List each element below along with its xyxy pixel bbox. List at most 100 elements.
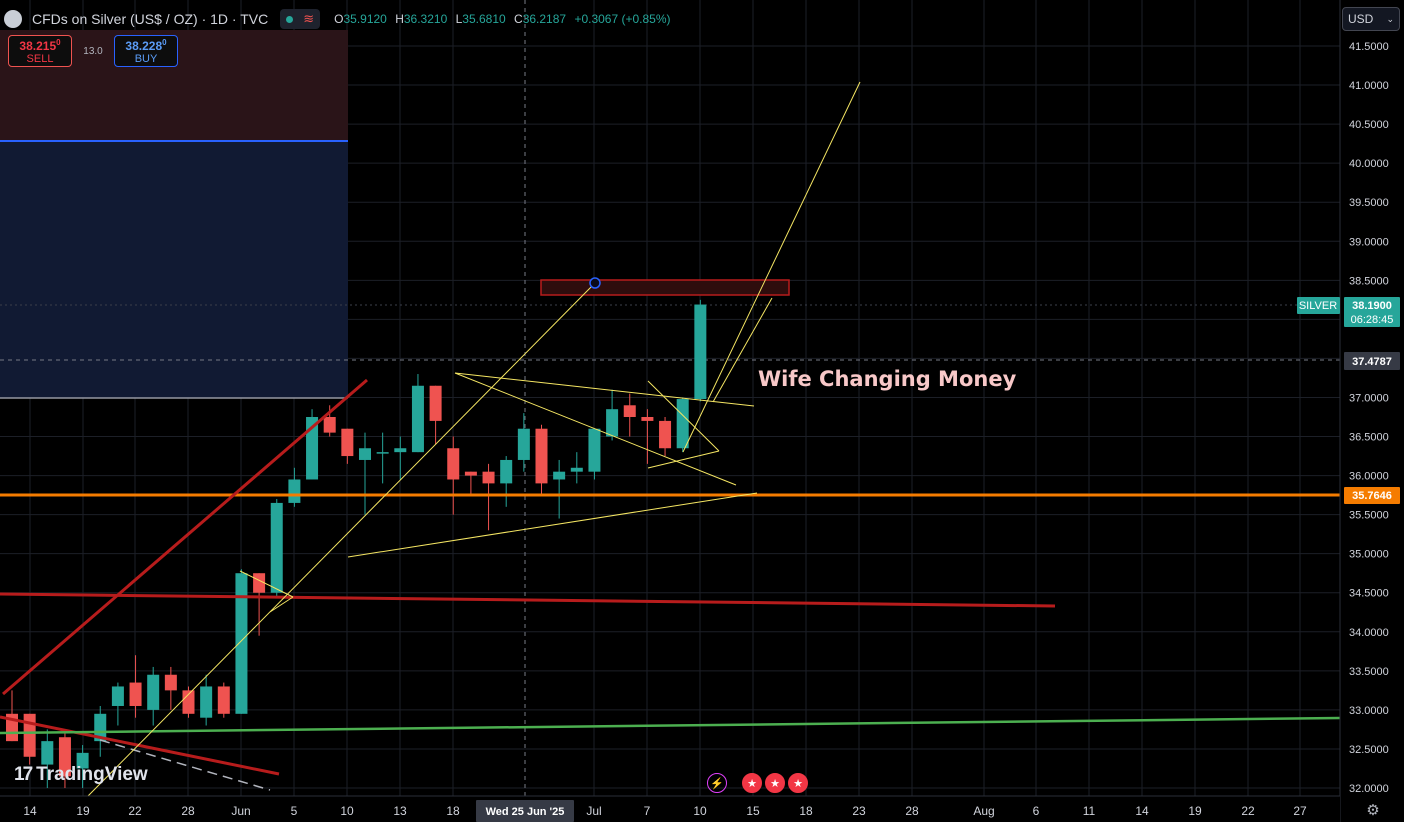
time-tick-label: 28 <box>905 804 919 818</box>
symbol-title[interactable]: CFDs on Silver (US$ / OZ) · 1D · TVC <box>32 11 269 27</box>
position-zones <box>0 30 790 399</box>
price-tick-label: 39.0000 <box>1349 236 1389 248</box>
change-value: +0.3067 (+0.85%) <box>574 12 671 26</box>
open-key: O <box>334 12 344 26</box>
price-tick-label: 35.0000 <box>1349 549 1389 561</box>
pennant-upper-line <box>647 380 720 452</box>
symbol-tag-bg <box>1297 297 1340 314</box>
time-tick-label: Jul <box>586 804 601 818</box>
crosshair-price-bg <box>1344 352 1400 370</box>
high-key: H <box>395 12 404 26</box>
time-tick-label: 10 <box>340 804 354 818</box>
us-flag-icon[interactable]: ★ <box>742 773 762 793</box>
price-tick-label: 33.5000 <box>1349 666 1389 678</box>
candle-body <box>606 409 619 437</box>
low-value: 35.6810 <box>462 12 506 26</box>
time-tick-label: 15 <box>746 804 760 818</box>
market-open-dot-icon <box>286 15 294 23</box>
time-tick-label: 6 <box>1033 804 1040 818</box>
settings-gear-icon[interactable]: ⚙ <box>1366 802 1380 819</box>
time-axis: 14 19 22 28 Jun 5 10 13 18 Jul 7 10 15 18 23 28 Aug 6 11 14… <box>0 795 1340 822</box>
take-profit-zone <box>0 141 348 398</box>
time-tick-label: 18 <box>799 804 813 818</box>
price-tick-label: 41.0000 <box>1349 80 1389 92</box>
time-tick-label: 23 <box>852 804 866 818</box>
price-tick-label: 41.5000 <box>1349 41 1389 53</box>
channel-lower-line <box>0 715 280 776</box>
support-price-bg <box>1344 487 1400 504</box>
candle-body <box>58 737 71 777</box>
mini-flag-upper <box>239 570 294 598</box>
buy-button[interactable]: 38.2280 BUY <box>114 35 178 67</box>
candle-body <box>182 690 195 714</box>
drawing-anchor-handle[interactable] <box>589 277 601 289</box>
candle-body <box>94 713 107 742</box>
candle-body <box>588 428 601 472</box>
price-tick-label: 32.5000 <box>1349 744 1389 756</box>
candle-body <box>200 686 213 718</box>
time-tick-label: Jun <box>231 804 250 818</box>
candle-body <box>447 448 460 480</box>
crosshair <box>0 0 1340 796</box>
time-tick-label: 14 <box>1135 804 1149 818</box>
silver-symbol-icon <box>4 10 22 28</box>
market-status[interactable]: ≋ <box>280 9 321 29</box>
candle-body <box>623 405 636 417</box>
lightning-icon[interactable]: ⚡ <box>707 773 727 793</box>
channel-upper-line <box>2 378 368 696</box>
candle-body <box>676 399 689 449</box>
annotation-text: Wife Changing Money <box>758 367 1017 391</box>
horizontal-resistance-line <box>0 592 1056 608</box>
sell-button[interactable]: 38.2150 SELL <box>8 35 72 67</box>
price-tick-label: 37.0000 <box>1349 392 1389 404</box>
candle-body <box>394 448 407 453</box>
candle-body <box>359 448 371 460</box>
low-key: L <box>455 12 463 26</box>
candle-body <box>217 686 230 714</box>
buy-price: 38.228 <box>125 39 163 53</box>
symbol-tag: SILVER <box>1299 300 1337 312</box>
buy-label: BUY <box>134 53 158 65</box>
price-tick-label: 35.5000 <box>1349 510 1389 522</box>
time-tick-label: 10 <box>693 804 707 818</box>
candle-body <box>376 452 389 454</box>
candle-body <box>111 686 124 706</box>
axis-labels: SILVER 38.1900 06:28:45 37.4787 35.7646 … <box>476 297 1400 822</box>
green-trend-line <box>0 716 1341 735</box>
breakout-channel-upper <box>682 81 861 453</box>
us-flag-icon[interactable]: ★ <box>765 773 785 793</box>
chart-legend: CFDs on Silver (US$ / OZ) · 1D · TVC ≋ O… <box>4 6 676 32</box>
time-tick-label: 13 <box>393 804 407 818</box>
drawing-tools <box>0 81 1341 797</box>
candle-body <box>500 459 513 484</box>
buy-price-sup: 0 <box>162 38 167 47</box>
close-value: 36.2187 <box>522 12 567 26</box>
triangle-upper-line <box>454 372 737 486</box>
currency-select[interactable]: USD ⌄ <box>1342 7 1400 31</box>
triangle-lower-line <box>347 492 758 558</box>
candle-body <box>76 752 89 769</box>
candle-body <box>553 471 566 480</box>
resistance-box <box>540 279 790 296</box>
price-tick-label: 33.0000 <box>1349 705 1389 717</box>
price-tick-label: 39.5000 <box>1349 197 1389 209</box>
candle-body <box>129 682 142 706</box>
candlestick-series <box>6 299 707 788</box>
spread-value: 13.0 <box>83 45 103 57</box>
crosshair-date-label: Wed 25 Jun '25 <box>486 806 565 818</box>
candle-body <box>464 471 477 476</box>
candle-body <box>641 417 654 421</box>
economic-events: ⚡ ★ ★ ★ <box>707 773 808 793</box>
time-tick-label: 19 <box>1188 804 1202 818</box>
candle-body <box>694 304 707 400</box>
price-tick-label: 34.5000 <box>1349 588 1389 600</box>
time-tick-label: 19 <box>76 804 90 818</box>
price-tick-label: 34.0000 <box>1349 627 1389 639</box>
us-flag-icon[interactable]: ★ <box>788 773 808 793</box>
price-axis: 41.5000 41.0000 40.5000 40.0000 39.5000 39.00… <box>1339 0 1404 822</box>
price-tick-label: 36.0000 <box>1349 471 1389 483</box>
ohlc-values: O35.9120 H36.3210 L35.6810 C36.2187 +0.3… <box>334 12 675 26</box>
time-tick-label: 28 <box>181 804 195 818</box>
price-tick-label: 36.5000 <box>1349 432 1389 444</box>
